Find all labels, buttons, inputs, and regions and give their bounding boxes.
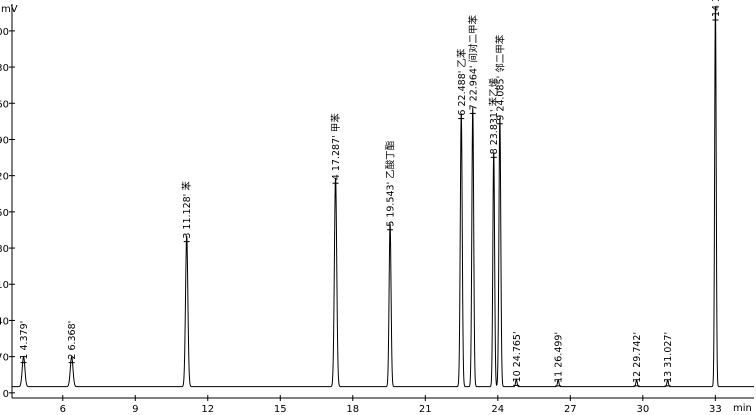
peak-label: 2 6.368' (67, 321, 78, 360)
peak-compound-name: 邻二甲苯 (494, 34, 506, 76)
peak-retention-time: 24.765' (512, 331, 523, 367)
peak-7: 7 22.964' 间对二甲苯 (467, 14, 479, 114)
y-tick-label: 700 (0, 27, 9, 38)
peak-retention-time: 26.499' (554, 332, 565, 368)
peak-5: 5 19.543' 乙酸丁酯 (385, 140, 397, 231)
peak-number: 12 (632, 368, 643, 383)
peak-retention-time: 22.488' (457, 71, 468, 107)
peak-retention-time: 19.543' (386, 182, 397, 218)
x-tick-label: 6 (60, 404, 66, 415)
peak-compound-name: 乙酸丁酯 (385, 140, 397, 182)
peak-label: 10 24.765' (512, 331, 523, 382)
peak-retention-time: 29.742' (632, 332, 643, 368)
peak-retention-time: 24.085' (495, 76, 506, 112)
peak-retention-time: 4.379' (19, 321, 30, 351)
y-tick-label: 630 (0, 63, 9, 74)
peak-label: 4 17.287' 甲苯 (330, 113, 342, 180)
peak-1: 1 4.379' (19, 321, 30, 364)
x-tick-label: 18 (346, 404, 359, 415)
y-tick-label: 140 (0, 316, 9, 327)
peak-number: 7 (468, 101, 479, 110)
peak-label: 12 29.742' (632, 332, 643, 383)
peak-retention-time: 11.128' (182, 194, 193, 230)
x-ticks: 6 9 12 15 18 21 24 27 30 33 (60, 395, 722, 415)
peak-number: 1 (19, 351, 30, 360)
peak-compound-name: 甲苯 (330, 113, 342, 136)
peak-number: 5 (386, 218, 397, 227)
peak-14: 14 33.004' 十一烷 (710, 0, 722, 21)
peak-13: 13 31.027' (663, 332, 674, 387)
peak-label: 5 19.543' 乙酸丁酯 (385, 140, 397, 226)
peak-retention-time: 17.287' (331, 135, 342, 171)
peak-number: 10 (512, 367, 523, 382)
x-tick-label: 24 (491, 404, 504, 415)
peak-retention-time: 33.004' (711, 0, 722, 2)
y-tick-label: 420 (0, 172, 9, 183)
peak-label: 9 24.085' 邻二甲苯 (494, 34, 506, 120)
peak-compound-name: 苯 (181, 181, 193, 194)
peak-label: 8 23.831' 苯乙烯 (488, 77, 500, 154)
peak-number: 2 (67, 351, 78, 360)
x-tick-label: 9 (132, 404, 138, 415)
y-tick-label: 0 (3, 389, 9, 400)
peak-compound-name: 苯乙烯 (488, 77, 500, 109)
peak-9: 9 24.085' 邻二甲苯 (494, 34, 506, 125)
chromatogram-trace (12, 6, 754, 388)
y-unit-label: mV (1, 4, 18, 15)
y-tick-label: 70 (0, 353, 9, 364)
peak-number: 4 (331, 171, 342, 180)
x-unit-label: min (733, 403, 752, 414)
peak-compound-name: 乙苯 (456, 48, 468, 71)
y-tick-label: 490 (0, 135, 9, 146)
peak-10: 10 24.765' (512, 331, 523, 386)
peak-11: 11 26.499' (554, 332, 565, 387)
peak-labels: 1 4.379' 2 6.368' 3 11.128' 苯 4 17.287' 甲苯 5… (19, 0, 722, 387)
peak-retention-time: 31.027' (663, 332, 674, 368)
x-tick-label: 21 (419, 404, 432, 415)
x-tick-label: 12 (201, 404, 214, 415)
peak-retention-time: 23.831' (489, 109, 500, 145)
x-tick-label: 30 (636, 404, 649, 415)
y-tick-label: 560 (0, 99, 9, 110)
peak-12: 12 29.742' (632, 332, 643, 387)
peak-number: 13 (663, 368, 674, 383)
peak-label: 13 31.027' (663, 332, 674, 383)
peak-6: 6 22.488' 乙苯 (456, 48, 468, 120)
peak-8: 8 23.831' 苯乙烯 (488, 77, 500, 158)
peak-label: 7 22.964' 间对二甲苯 (467, 14, 479, 110)
peak-number: 8 (489, 145, 500, 154)
peak-4: 4 17.287' 甲苯 (330, 113, 342, 184)
peak-2: 2 6.368' (67, 321, 78, 364)
peak-label: 3 11.128' 苯 (181, 181, 193, 239)
y-tick-label: 280 (0, 244, 9, 255)
peak-number: 11 (554, 368, 565, 383)
peak-label: 6 22.488' 乙苯 (456, 48, 468, 115)
peak-retention-time: 22.964' (468, 65, 479, 101)
peak-label: 14 33.004' 十一烷 (710, 0, 722, 17)
peak-label: 1 4.379' (19, 321, 30, 360)
peak-number: 9 (495, 112, 506, 121)
peak-number: 3 (182, 230, 193, 239)
y-ticks: 0 70 140 210 280 350 420 490 560 630 700 (0, 27, 15, 400)
peak-compound-name: 间对二甲苯 (467, 14, 479, 65)
peak-number: 6 (457, 107, 468, 116)
x-tick-label: 27 (564, 404, 577, 415)
peak-number: 14 (711, 2, 722, 17)
x-tick-label: 15 (274, 404, 287, 415)
peak-label: 11 26.499' (554, 332, 565, 383)
y-tick-label: 210 (0, 280, 9, 291)
peak-3: 3 11.128' 苯 (181, 181, 193, 243)
y-tick-label: 350 (0, 208, 9, 219)
peak-retention-time: 6.368' (67, 321, 78, 351)
x-tick-label: 33 (709, 404, 722, 415)
